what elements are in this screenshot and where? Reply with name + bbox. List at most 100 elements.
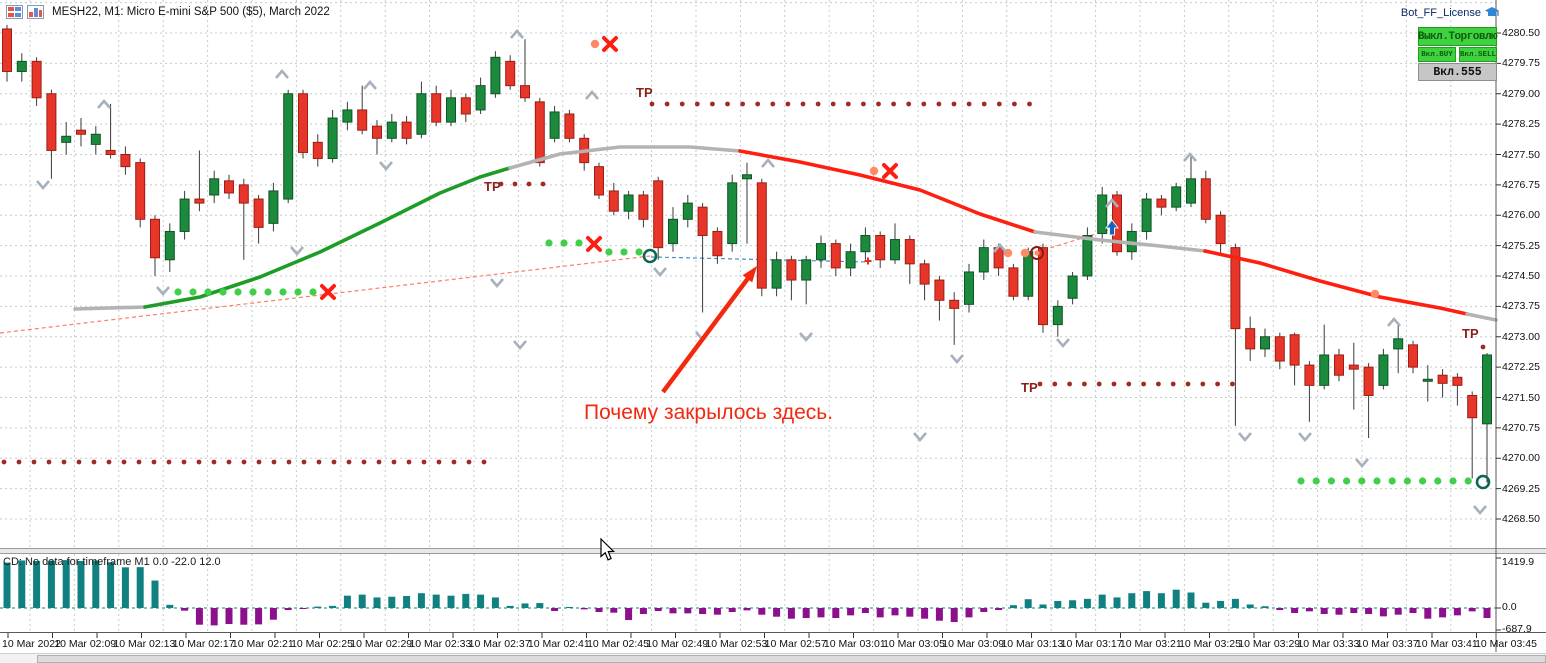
tp-dot xyxy=(1141,381,1146,387)
fractal-up-icon xyxy=(97,99,111,109)
fractal-down-icon xyxy=(1473,505,1487,515)
tp-dot xyxy=(725,101,730,107)
histogram-bar-down xyxy=(299,608,307,610)
candle-body xyxy=(416,93,427,135)
tp-dot xyxy=(815,101,821,107)
histogram-bar-up xyxy=(1143,591,1151,608)
tp-dot xyxy=(755,101,761,107)
candle-body xyxy=(1467,394,1478,419)
tp-dot xyxy=(91,459,97,465)
signal-dot xyxy=(620,248,628,256)
histogram-bar-up xyxy=(1261,606,1269,608)
histogram-bar-down xyxy=(269,608,277,620)
histogram-bar-up xyxy=(1069,600,1077,608)
preset-button[interactable]: Вкл.555 xyxy=(1418,63,1497,81)
price-axis-label: 4270.00 xyxy=(1502,452,1540,465)
candle-body xyxy=(608,190,619,212)
histogram-bar-up xyxy=(107,562,115,608)
tp-label: TP xyxy=(1021,380,1038,395)
fractal-down-icon xyxy=(290,246,304,256)
close-signal-x-icon xyxy=(320,284,336,300)
histogram-bar-down xyxy=(713,608,721,615)
annotation-arrow xyxy=(661,275,751,394)
histogram-bar-down xyxy=(906,608,914,617)
tp-dot xyxy=(664,101,670,107)
fractal-down-icon xyxy=(799,332,813,342)
tp-dot xyxy=(166,459,172,465)
time-axis-label: 10 Mar 02:41 xyxy=(527,638,590,650)
signal-dot xyxy=(1327,477,1335,485)
signal-dot xyxy=(545,239,553,247)
histogram-bar-up xyxy=(3,562,11,608)
histogram-bar-up xyxy=(314,606,322,608)
candle-body xyxy=(105,149,116,155)
histogram-bar-down xyxy=(1468,608,1476,612)
time-axis-label: 10 Mar 02:13 xyxy=(113,638,176,650)
moving-average-line xyxy=(73,305,147,311)
time-axis-label: 10 Mar 03:21 xyxy=(1119,638,1182,650)
candle-body xyxy=(978,247,989,273)
tp-dot xyxy=(710,101,715,107)
candle-body xyxy=(1245,328,1256,350)
histogram-bar-down xyxy=(787,608,795,619)
candle-body xyxy=(638,194,649,220)
candle-body xyxy=(564,113,575,139)
histogram-bar-down xyxy=(1335,608,1343,615)
buy-toggle-button[interactable]: Вкл.BUY xyxy=(1418,47,1456,62)
candle-body xyxy=(860,235,871,253)
price-axis-label: 4277.50 xyxy=(1502,148,1540,161)
candle-body xyxy=(875,235,886,261)
time-axis-label: 10 Mar 03:13 xyxy=(1001,638,1064,650)
candle-body xyxy=(1067,275,1078,299)
histogram-bar-down xyxy=(1291,608,1299,614)
indicator-axis-label: -687.9 xyxy=(1502,623,1532,635)
depth-of-market-icon[interactable] xyxy=(27,5,44,19)
histogram-bar-up xyxy=(1128,593,1136,608)
price-axis-label: 4271.50 xyxy=(1502,391,1540,404)
tp-dot xyxy=(256,459,262,465)
histogram-bar-down xyxy=(654,608,662,612)
one-click-trading-icon[interactable] xyxy=(6,5,23,19)
fractal-up-icon xyxy=(363,80,377,90)
trade-toggle-button[interactable]: Выкл.Торговлю xyxy=(1418,27,1498,46)
tp-dot xyxy=(16,459,22,465)
candle-body xyxy=(1082,235,1093,277)
histogram-bar-down xyxy=(595,608,603,613)
candle-body xyxy=(1452,376,1463,386)
tp-dot xyxy=(966,101,972,107)
signal-dot xyxy=(189,288,197,296)
entry-plus-icon xyxy=(864,257,872,265)
candle-body xyxy=(727,182,738,245)
time-axis-label: 10 Mar 02:57 xyxy=(764,638,827,650)
histogram-bar-down xyxy=(1424,608,1432,619)
signal-dot xyxy=(1449,477,1457,485)
price-axis-label: 4275.25 xyxy=(1502,239,1540,252)
histogram-bar-up xyxy=(151,580,159,608)
candle-body xyxy=(845,251,856,269)
signal-dot xyxy=(1464,477,1472,485)
tp-dot xyxy=(1156,381,1161,387)
histogram-bar-up xyxy=(33,560,41,608)
annotation-arrowhead xyxy=(742,266,757,283)
time-axis-label: 10 Mar 03:33 xyxy=(1297,638,1360,650)
candle-body xyxy=(120,154,131,168)
tp-dot xyxy=(498,181,504,187)
tp-dot xyxy=(526,181,532,187)
histogram-bar-down xyxy=(1379,608,1387,617)
time-axis-label: 10 Mar 03:37 xyxy=(1356,638,1419,650)
histogram-bar-down xyxy=(935,608,943,621)
horizontal-scrollbar[interactable] xyxy=(0,653,1546,663)
histogram-bar-down xyxy=(847,608,855,616)
indicator-axis-label: 0.0 xyxy=(1502,601,1517,613)
candle-body xyxy=(46,93,57,151)
histogram-bar-down xyxy=(284,608,292,611)
tp-dot xyxy=(1027,101,1032,107)
candle-body xyxy=(1215,214,1226,245)
price-axis-label: 4279.00 xyxy=(1502,87,1540,100)
sell-toggle-button[interactable]: Вкл.SELL xyxy=(1459,47,1497,62)
candle-body xyxy=(1200,178,1211,220)
scrollbar-thumb[interactable] xyxy=(37,655,1546,663)
histogram-bar-up xyxy=(521,603,529,608)
